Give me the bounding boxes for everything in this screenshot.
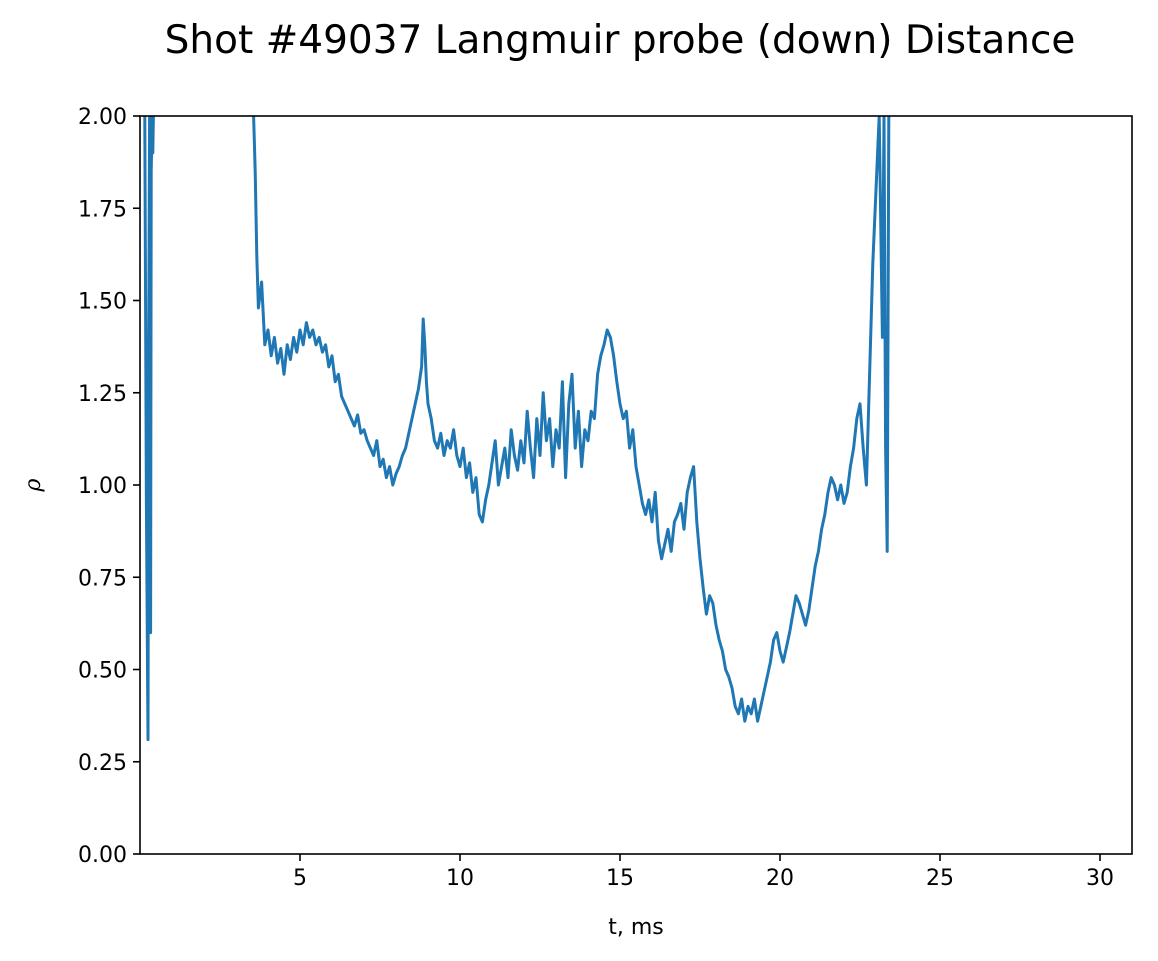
x-tick-label: 30 <box>1086 866 1114 891</box>
y-axis: 0.00 0.25 0.50 0.75 1.00 1.25 1.50 1.75 2.00 <box>78 105 140 868</box>
x-tick-label: 25 <box>926 866 954 891</box>
x-axis: 5 10 15 20 25 30 <box>293 854 1114 891</box>
y-tick-label: 1.25 <box>78 382 127 407</box>
y-tick-label: 2.00 <box>78 105 127 130</box>
x-tick-label: 5 <box>293 866 307 891</box>
x-tick-label: 10 <box>446 866 474 891</box>
y-axis-label: ρ <box>21 478 46 492</box>
x-tick-label: 20 <box>766 866 794 891</box>
series-line <box>252 116 891 723</box>
y-tick-label: 0.75 <box>78 566 127 591</box>
x-tick-label: 15 <box>606 866 634 891</box>
chart-title: Shot #49037 Langmuir probe (down) Distan… <box>165 18 1076 63</box>
plot-frame <box>139 115 1133 855</box>
x-axis-label: t, ms <box>608 915 664 940</box>
series-line <box>143 116 155 742</box>
series-layer <box>143 116 891 742</box>
y-tick-label: 1.00 <box>78 474 127 499</box>
y-tick-label: 1.75 <box>78 197 127 222</box>
y-tick-label: 0.50 <box>78 659 127 684</box>
y-tick-label: 0.00 <box>78 843 127 868</box>
y-tick-label: 1.50 <box>78 290 127 315</box>
y-tick-label: 0.25 <box>78 751 127 776</box>
